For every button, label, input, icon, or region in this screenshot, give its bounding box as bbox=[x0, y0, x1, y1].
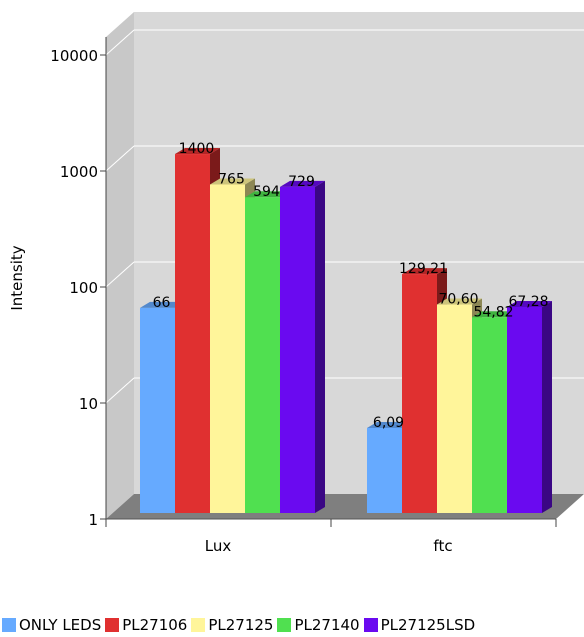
side-wall bbox=[106, 12, 134, 519]
legend-swatch bbox=[191, 618, 206, 632]
data-label: 129,21 bbox=[399, 261, 448, 277]
bar-top bbox=[472, 311, 517, 318]
bar-top bbox=[210, 178, 255, 185]
bar-side bbox=[315, 180, 325, 514]
data-label: 67,28 bbox=[508, 294, 548, 310]
x-tick-label: Lux bbox=[205, 537, 232, 555]
legend-swatch bbox=[277, 618, 292, 632]
bar-top bbox=[140, 301, 185, 308]
legend-item: PL27125LSD bbox=[363, 616, 476, 634]
y-tick-label: 100 bbox=[69, 279, 98, 297]
bar-top bbox=[507, 300, 552, 307]
data-label: 765 bbox=[218, 171, 245, 187]
bar bbox=[140, 307, 175, 513]
bar bbox=[175, 154, 210, 514]
data-label: 729 bbox=[288, 174, 315, 190]
legend: ONLY LEDS PL27106 PL27125 PL27140 PL27125LSD bbox=[0, 614, 584, 636]
y-tick-label: 1000 bbox=[60, 163, 98, 181]
bar-top bbox=[280, 180, 325, 187]
data-label: 6,09 bbox=[373, 415, 404, 431]
bar bbox=[367, 427, 402, 513]
legend-swatch bbox=[105, 618, 120, 632]
bar bbox=[437, 304, 472, 513]
data-label: 54,82 bbox=[473, 304, 513, 320]
x-tick-label: ftc bbox=[433, 537, 452, 555]
data-label: 66 bbox=[153, 295, 171, 311]
y-axis: 1 10 100 1000 10000 bbox=[50, 37, 107, 529]
legend-label: PL27106 bbox=[122, 616, 188, 634]
legend-item: PL27125 bbox=[191, 616, 273, 634]
legend-label: ONLY LEDS bbox=[19, 616, 102, 634]
legend-item: PL27106 bbox=[105, 616, 187, 634]
bar bbox=[402, 274, 437, 513]
gridlines bbox=[105, 29, 584, 404]
legend-swatch bbox=[363, 618, 378, 632]
y-axis-title: Intensity bbox=[8, 245, 26, 310]
bar-top bbox=[175, 148, 220, 155]
bar bbox=[280, 186, 315, 514]
legend-item: ONLY LEDS bbox=[2, 616, 101, 634]
legend-label: PL27125LSD bbox=[380, 616, 476, 634]
bar bbox=[472, 317, 507, 513]
bar-top bbox=[402, 268, 447, 275]
x-axis: Lux ftc bbox=[105, 519, 557, 555]
bar bbox=[507, 306, 542, 513]
bar bbox=[245, 197, 280, 513]
bar-top bbox=[245, 191, 290, 198]
data-label: 70,60 bbox=[438, 292, 478, 308]
gridline-side bbox=[105, 261, 135, 288]
y-tick-label: 10 bbox=[79, 395, 98, 413]
y-tick-label: 1 bbox=[88, 511, 98, 529]
bar bbox=[210, 184, 245, 513]
legend-label: PL27125 bbox=[208, 616, 274, 634]
data-label: 1400 bbox=[179, 141, 215, 157]
bars bbox=[140, 148, 552, 514]
bar-top bbox=[367, 421, 412, 428]
data-label: 594 bbox=[253, 184, 280, 200]
gridline-side bbox=[105, 29, 135, 56]
bar-top bbox=[437, 298, 482, 305]
legend-label: PL27140 bbox=[294, 616, 360, 634]
gridline-side bbox=[105, 377, 135, 404]
legend-item: PL27140 bbox=[277, 616, 360, 634]
bar-side bbox=[542, 300, 552, 513]
y-tick-label: 10000 bbox=[50, 47, 98, 65]
gridline-side bbox=[105, 145, 135, 172]
legend-swatch bbox=[2, 618, 16, 632]
